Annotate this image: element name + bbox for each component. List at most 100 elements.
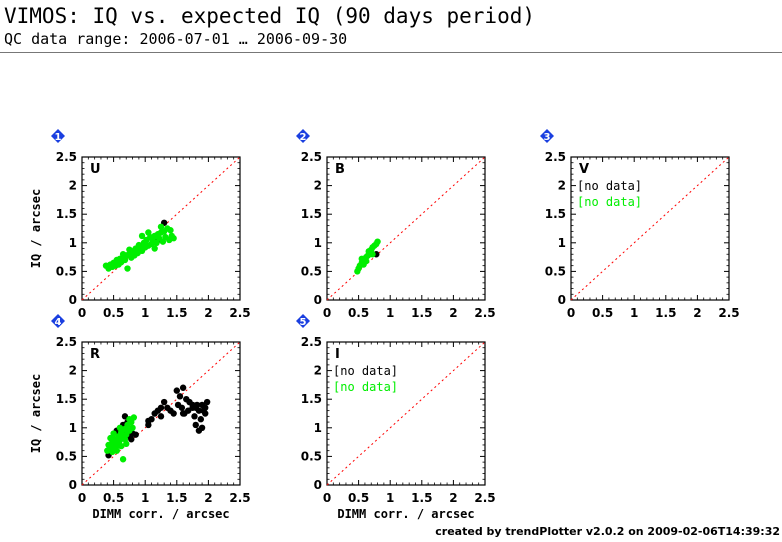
x-tick-label: 1.5 <box>411 491 432 505</box>
filter-label: R <box>90 347 100 362</box>
x-tick-label: 2.5 <box>718 306 739 320</box>
plot-frame-V <box>570 156 730 301</box>
y-tick-label: 0.5 <box>301 264 322 278</box>
data-point <box>145 417 152 425</box>
data-point <box>202 404 209 411</box>
one-to-one-line <box>570 156 730 301</box>
y-tick-label: 0.5 <box>545 264 566 278</box>
data-point <box>110 430 117 437</box>
y-tick-label: 0 <box>314 293 322 307</box>
plot-frame-B <box>326 156 486 301</box>
panel-badge-number-5: 5 <box>300 317 307 328</box>
data-point <box>107 434 114 442</box>
data-point <box>151 245 158 252</box>
panel-badge-5 <box>296 314 310 328</box>
x-tick-label: 0 <box>323 491 331 505</box>
x-tick-label: 2.5 <box>474 306 495 320</box>
x-tick-label: 1.5 <box>655 306 676 320</box>
one-to-one-line <box>326 341 486 486</box>
data-point <box>132 431 139 438</box>
data-point <box>374 238 381 245</box>
data-point <box>170 235 177 242</box>
filter-label: B <box>335 162 345 177</box>
x-tick-label: 1 <box>386 306 394 320</box>
y-tick-label: 2 <box>69 179 77 193</box>
no-data-label: [no data] <box>333 364 398 378</box>
y-tick-label: 1.5 <box>56 392 77 406</box>
y-tick-label: 2.5 <box>301 150 322 164</box>
data-point <box>191 413 198 420</box>
x-tick-label: 2 <box>449 306 457 320</box>
x-tick-label: 1 <box>386 491 394 505</box>
panel-badge-number-1: 1 <box>55 132 62 143</box>
x-tick-label: 0 <box>323 306 331 320</box>
y-tick-label: 2.5 <box>56 335 77 349</box>
data-point <box>138 232 146 240</box>
y-tick-label: 0 <box>69 478 77 492</box>
data-point <box>119 251 127 258</box>
y-tick-label: 1 <box>69 236 77 250</box>
data-point <box>189 401 196 409</box>
x-tick-label: 1 <box>141 491 149 505</box>
x-tick-label: 0.5 <box>592 306 613 320</box>
y-tick-label: 1 <box>69 421 77 435</box>
y-tick-label: 1 <box>558 236 566 250</box>
y-tick-label: 0.5 <box>56 264 77 278</box>
data-point <box>126 416 133 423</box>
one-to-one-line <box>326 156 486 301</box>
y-tick-label: 0 <box>69 293 77 307</box>
panel-badge-2 <box>296 129 310 143</box>
data-point <box>129 424 136 431</box>
data-point <box>179 410 187 417</box>
plot-frame-R <box>81 341 241 486</box>
data-point <box>192 421 199 429</box>
data-point <box>202 410 209 417</box>
data-point <box>126 246 133 253</box>
y-tick-label: 2.5 <box>56 150 77 164</box>
no-data-label: [no data] <box>577 195 642 209</box>
y-tick-label: 1 <box>314 421 322 435</box>
data-point <box>203 398 211 406</box>
plot-frame-I <box>326 341 486 486</box>
data-point <box>121 436 129 443</box>
x-axis-label: DIMM corr. / arcsec <box>337 507 474 521</box>
x-tick-label: 0.5 <box>348 306 369 320</box>
filter-label: I <box>335 347 340 362</box>
data-point <box>198 424 206 431</box>
panel-badge-4 <box>51 314 65 328</box>
data-point <box>128 436 135 443</box>
y-tick-label: 2 <box>69 364 77 378</box>
x-tick-label: 2.5 <box>474 491 495 505</box>
data-point <box>135 241 143 249</box>
data-point <box>116 424 124 431</box>
no-data-label: [no data] <box>333 380 398 394</box>
x-tick-label: 1.5 <box>166 491 187 505</box>
x-tick-label: 2 <box>449 491 457 505</box>
data-point <box>157 404 165 411</box>
y-tick-label: 2.5 <box>545 150 566 164</box>
x-tick-label: 1 <box>141 306 149 320</box>
x-tick-label: 2 <box>204 306 212 320</box>
panel-badge-number-4: 4 <box>55 317 62 328</box>
data-point <box>119 456 127 463</box>
x-tick-label: 1.5 <box>166 306 187 320</box>
footer-credit: created by trendPlotter v2.0.2 on 2009-0… <box>435 525 780 538</box>
data-point <box>362 257 370 265</box>
y-tick-label: 2.5 <box>301 335 322 349</box>
data-point <box>124 265 131 272</box>
panel-badge-3 <box>540 129 554 143</box>
data-point <box>173 387 180 394</box>
data-point <box>197 416 205 423</box>
y-tick-label: 0.5 <box>301 449 322 463</box>
y-tick-label: 2 <box>314 179 322 193</box>
data-point <box>170 410 177 417</box>
y-tick-label: 2 <box>314 364 322 378</box>
x-tick-label: 2 <box>693 306 701 320</box>
x-axis-label: DIMM corr. / arcsec <box>92 507 229 521</box>
data-point <box>179 384 187 391</box>
x-tick-label: 2.5 <box>229 306 250 320</box>
x-tick-label: 1.5 <box>411 306 432 320</box>
plot-frame-U <box>81 156 241 301</box>
no-data-label: [no data] <box>577 179 642 193</box>
